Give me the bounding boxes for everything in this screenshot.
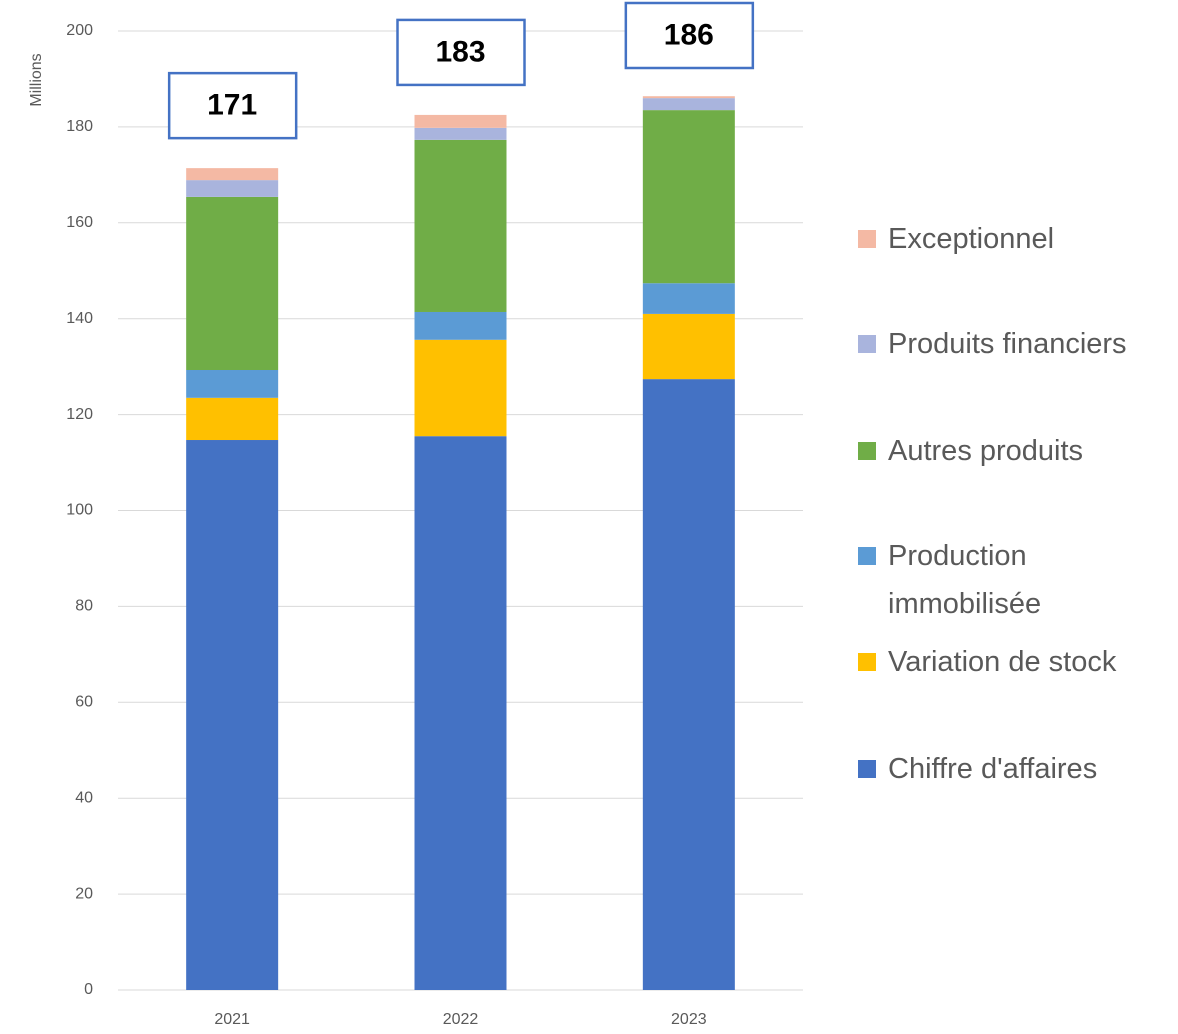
y-tick-label: 60 [75, 694, 93, 711]
bar-segment [186, 370, 279, 398]
y-tick-label: 40 [75, 789, 93, 806]
bar-segment [414, 139, 507, 312]
bar-segment [414, 436, 507, 990]
total-label-box [396, 18, 526, 87]
bar-segment [414, 339, 507, 437]
legend-item: Autres produits [858, 427, 1158, 475]
bar-segment [414, 311, 507, 340]
bar-segment [414, 114, 507, 128]
bar-segment [186, 440, 279, 990]
bar-segment [642, 313, 735, 380]
y-tick-label: 140 [66, 310, 93, 327]
total-label-box [624, 1, 755, 70]
legend-swatch [858, 230, 876, 248]
legend-label: Autres produits [888, 435, 1084, 467]
legend-label: Chiffre d'affaires [888, 753, 1098, 785]
y-tick-label: 200 [66, 22, 93, 39]
y-tick-label: 0 [84, 981, 93, 998]
bar-segment [186, 397, 279, 441]
legend-item: Produits financiers [858, 320, 1158, 368]
legend-swatch [858, 760, 876, 778]
legend-label: Produits financiers [888, 328, 1127, 360]
total-label: 183 [435, 35, 485, 68]
bar-segment [186, 180, 279, 197]
y-tick-label: 80 [75, 598, 93, 615]
total-label-box [167, 71, 298, 140]
bar-segment [642, 98, 735, 111]
x-tick-label: 2022 [443, 1011, 479, 1028]
bar-segment [186, 196, 279, 371]
legend-item: Chiffre d'affaires [858, 745, 1158, 793]
legend-label: Exceptionnel [888, 223, 1055, 255]
x-tick-label: 2021 [214, 1011, 250, 1028]
bar-segment [642, 379, 735, 990]
y-tick-label: 180 [66, 118, 93, 135]
bar-segment [186, 168, 279, 181]
y-tick-label: 120 [66, 406, 93, 423]
bar-segment [642, 110, 735, 284]
bar-segment [414, 127, 507, 140]
total-label: 171 [207, 89, 257, 122]
legend-item: Variation de stock [858, 638, 1158, 686]
x-tick-label: 2023 [671, 1011, 707, 1028]
legend-label: Variation de stock [888, 646, 1117, 678]
legend-swatch [858, 547, 876, 565]
legend-item: Exceptionnel [858, 215, 1158, 263]
y-axis-label: Millions [28, 53, 45, 106]
legend-swatch [858, 442, 876, 460]
y-tick-label: 100 [66, 502, 93, 519]
y-tick-label: 20 [75, 885, 93, 902]
total-label: 186 [664, 18, 714, 51]
bar-segment [642, 96, 735, 99]
y-tick-label: 160 [66, 214, 93, 231]
legend-item: Production immobilisée [858, 532, 1158, 628]
legend-swatch [858, 653, 876, 671]
bar-segment [642, 283, 735, 314]
legend-swatch [858, 335, 876, 353]
legend-label: Production immobilisée [888, 540, 1042, 620]
